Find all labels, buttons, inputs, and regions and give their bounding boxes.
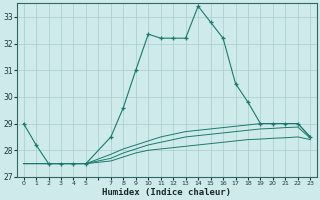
X-axis label: Humidex (Indice chaleur): Humidex (Indice chaleur)	[102, 188, 231, 197]
